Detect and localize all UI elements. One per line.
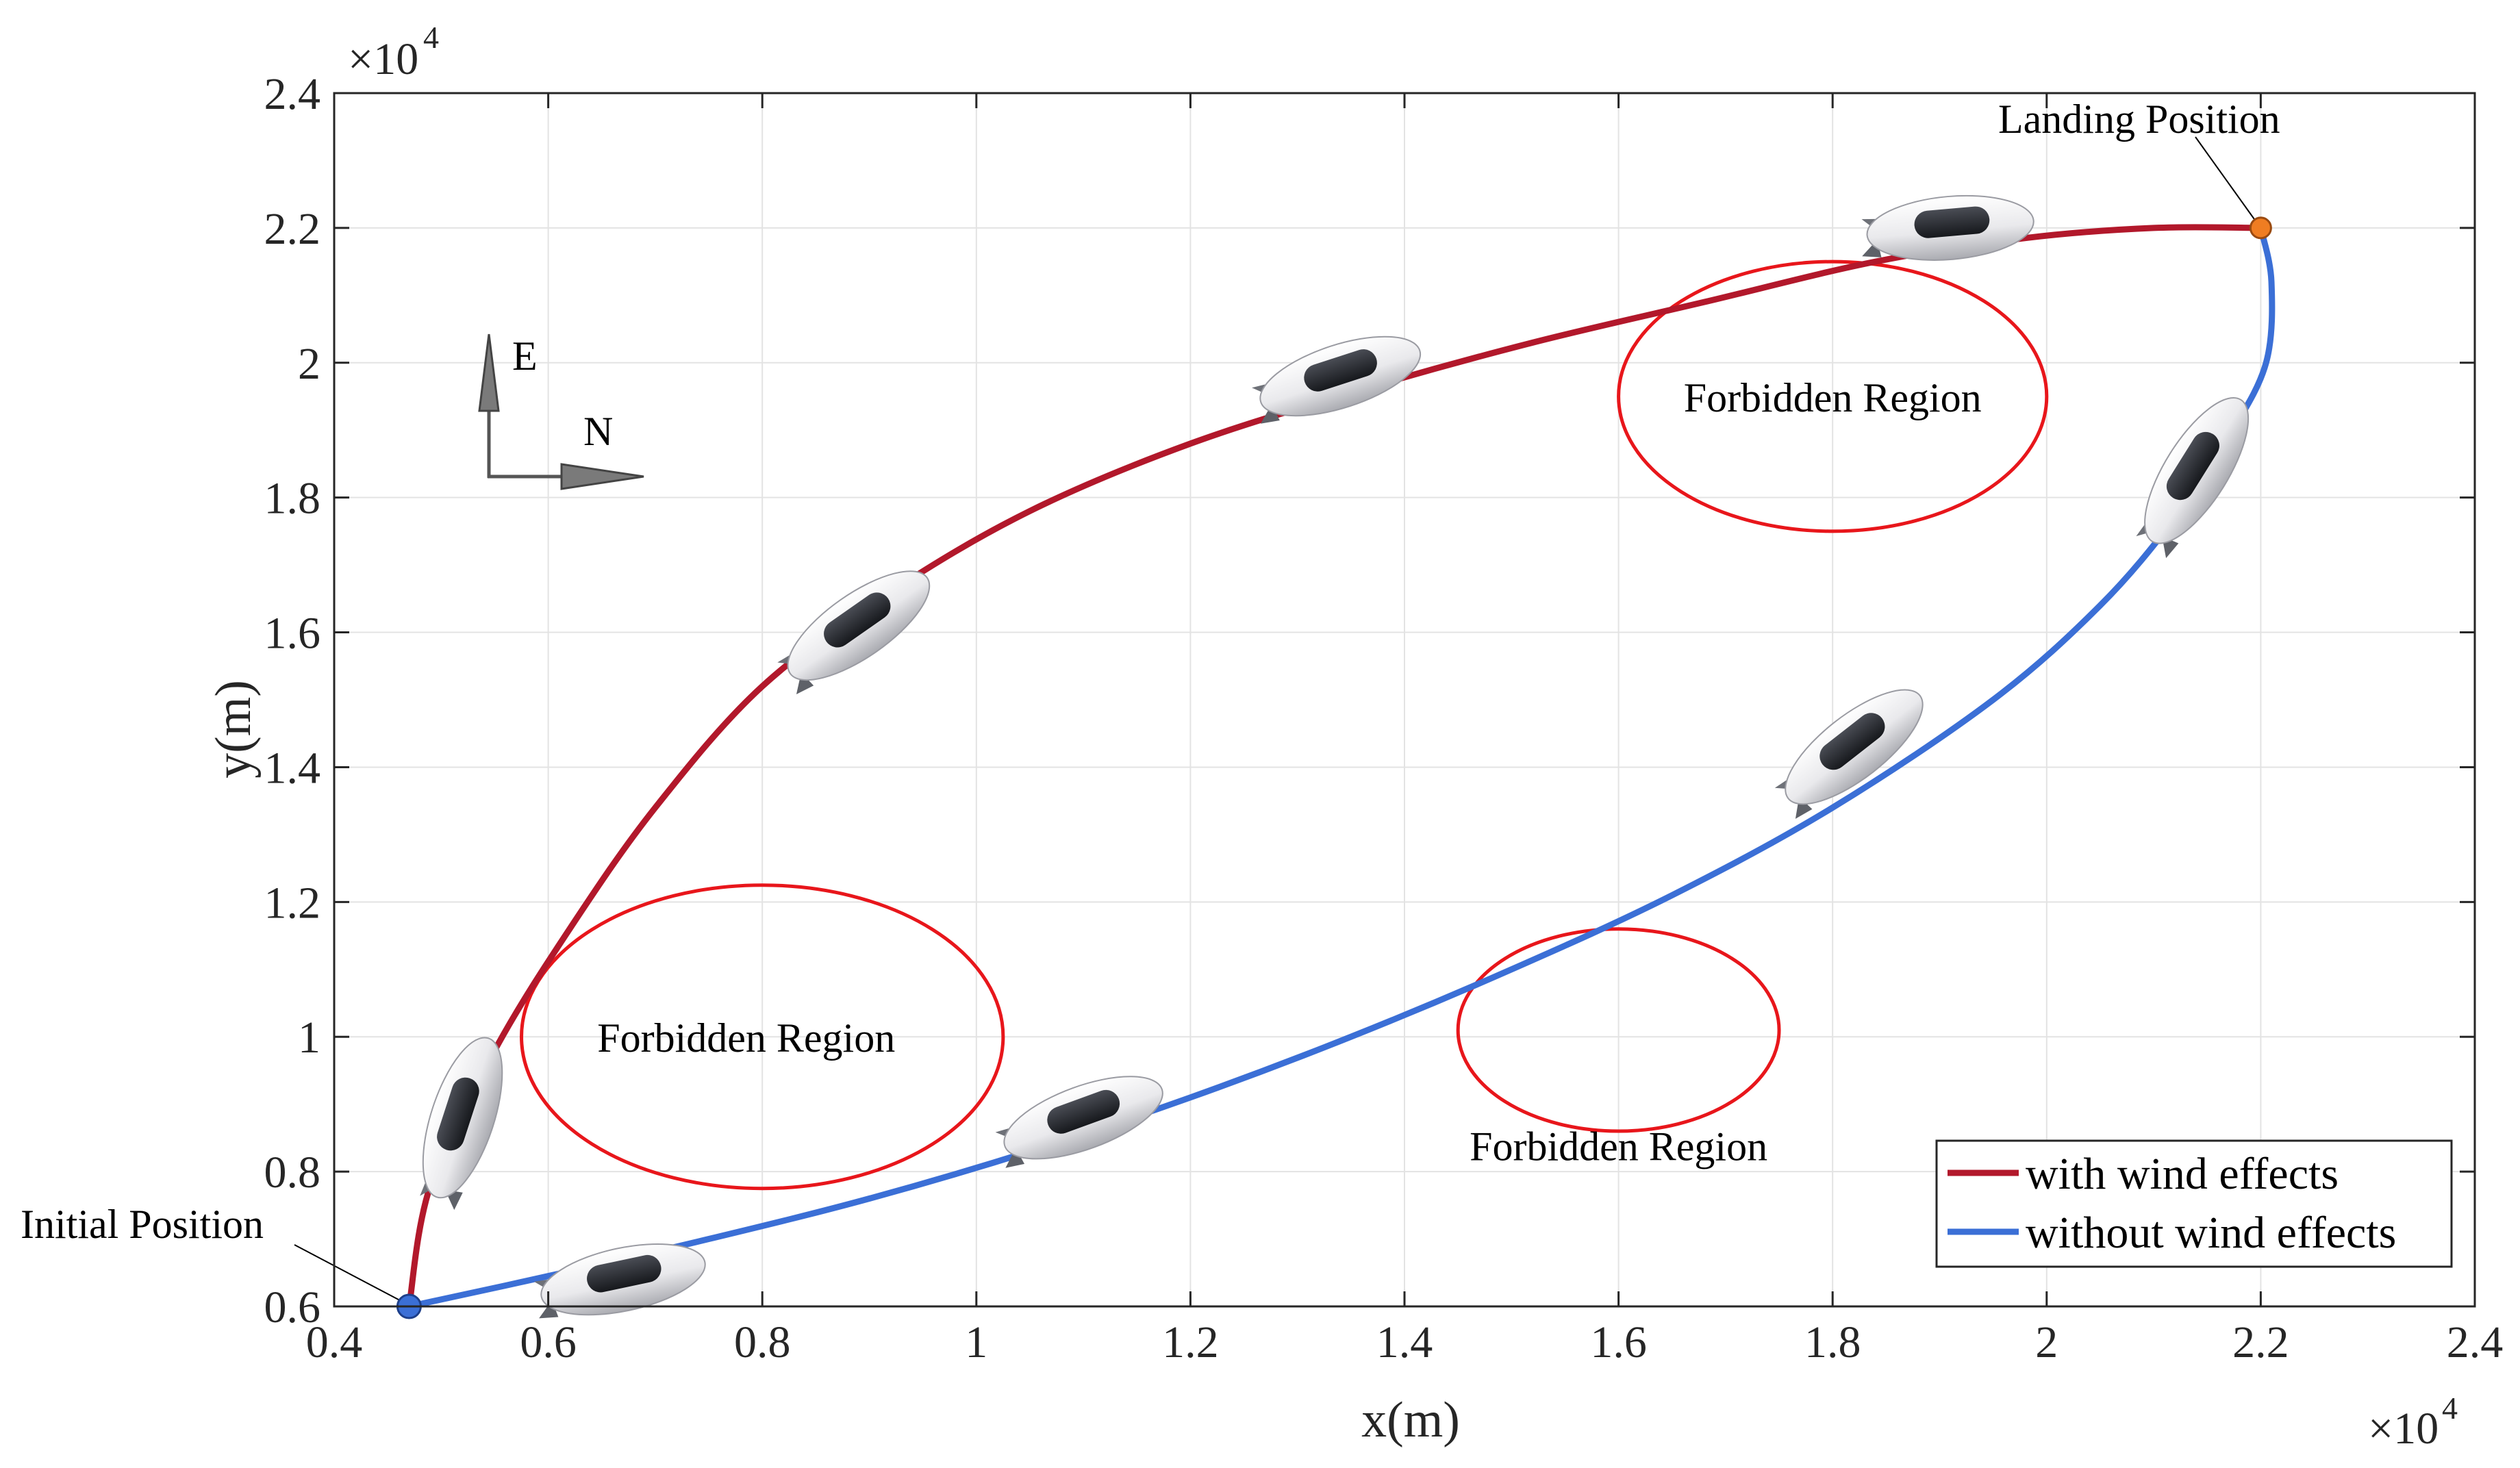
- forbidden-region-label: Forbidden Region: [1684, 375, 1982, 420]
- airship-canopy: [2166, 431, 2219, 501]
- airship-fin-icon: [1260, 404, 1280, 424]
- compass-right-label: N: [583, 409, 613, 454]
- x-tick-label: 2: [2035, 1317, 2058, 1367]
- y-exponent: ×10 4: [348, 20, 439, 84]
- compass: E N: [478, 333, 644, 490]
- airship-icon: [2136, 396, 2250, 559]
- compass-up-arrow-icon: [478, 333, 500, 412]
- airship-canopy: [824, 592, 891, 648]
- x-tick-label: 0.6: [520, 1317, 577, 1367]
- airship-canopy: [587, 1254, 662, 1293]
- initial-position-label: Initial Position: [21, 1202, 264, 1247]
- airship-icon: [777, 570, 931, 694]
- forbidden-region-label: Forbidden Region: [1470, 1124, 1767, 1169]
- y-tick-label: 1.2: [264, 878, 321, 928]
- airship-canopy: [437, 1077, 479, 1151]
- y-tick-label: 0.8: [264, 1148, 321, 1198]
- compass-right-arrow-icon: [560, 463, 644, 490]
- x-exponent-base: ×10: [2368, 1404, 2439, 1454]
- airship-markers: [420, 194, 2250, 1319]
- forbidden-region-ellipse: [1617, 260, 2049, 533]
- x-tick-label: 1.8: [1804, 1317, 1861, 1367]
- forbidden-region-ellipse: [520, 883, 1005, 1191]
- airship-icon: [1861, 194, 2034, 261]
- x-tick-label: 1.2: [1162, 1317, 1219, 1367]
- forbidden-regions: Forbidden Region Forbidden Region Forbidde…: [520, 260, 2049, 1191]
- airship-fin-icon: [1005, 1148, 1025, 1168]
- x-tick-label: 1: [965, 1317, 987, 1367]
- landing-position-label: Landing Position: [1998, 97, 2280, 142]
- airship-icon: [995, 1076, 1163, 1168]
- airship-canopy: [1047, 1089, 1120, 1134]
- y-tick-label: 2.4: [264, 69, 321, 119]
- x-exponent-power: 4: [2442, 1391, 2458, 1426]
- legend-label-with-wind: with wind effects: [2026, 1149, 2339, 1199]
- y-tick-label: 1.6: [264, 609, 321, 659]
- legend: with wind effects without wind effects: [1935, 1139, 2453, 1268]
- airship-canopy: [1819, 713, 1885, 770]
- x-exponent: ×10 4: [2368, 1391, 2458, 1454]
- x-tick-label: 1.4: [1376, 1317, 1433, 1367]
- initial-position-leader: [294, 1244, 404, 1303]
- y-exponent-power: 4: [423, 20, 439, 55]
- y-tick-label: 2: [298, 339, 320, 389]
- airship-icon: [1252, 336, 1422, 424]
- legend-box: [1935, 1139, 2453, 1268]
- landing-position-leader: [2195, 136, 2258, 223]
- forbidden-region-ellipse: [1456, 927, 1781, 1133]
- x-tick-label: 0.4: [306, 1317, 363, 1367]
- x-tick-label: 0.8: [734, 1317, 791, 1367]
- landing-position-marker: [2249, 216, 2272, 240]
- axis-ticks: 0.4 0.6 0.8 1 1.2 1.4 1.6 1.8 2 2.2 2.40.60.811.21…: [264, 69, 2504, 1367]
- x-tick-label: 2.4: [2447, 1317, 2504, 1367]
- y-tick-label: 1.8: [264, 474, 321, 524]
- y-tick-label: 0.6: [264, 1282, 321, 1332]
- x-tick-label: 1.6: [1590, 1317, 1647, 1367]
- legend-label-without-wind: without wind effects: [2026, 1208, 2396, 1258]
- y-tick-label: 1: [298, 1013, 320, 1063]
- x-axis-label: x(m): [1361, 1392, 1460, 1448]
- forbidden-region-label: Forbidden Region: [597, 1015, 895, 1061]
- y-exponent-base: ×10: [348, 34, 418, 84]
- position-markers: Initial Position Landing Position: [21, 97, 2280, 1319]
- y-axis-label: y(m): [205, 680, 262, 779]
- airship-icon: [533, 1243, 706, 1319]
- y-tick-label: 1.4: [264, 743, 321, 793]
- compass-up-label: E: [512, 333, 538, 379]
- airship-canopy: [1914, 206, 1990, 238]
- airship-icon: [420, 1037, 503, 1211]
- airship-icon: [1774, 689, 1924, 819]
- y-tick-label: 2.2: [264, 204, 321, 254]
- airship-canopy: [1304, 349, 1377, 392]
- x-tick-label: 2.2: [2232, 1317, 2289, 1367]
